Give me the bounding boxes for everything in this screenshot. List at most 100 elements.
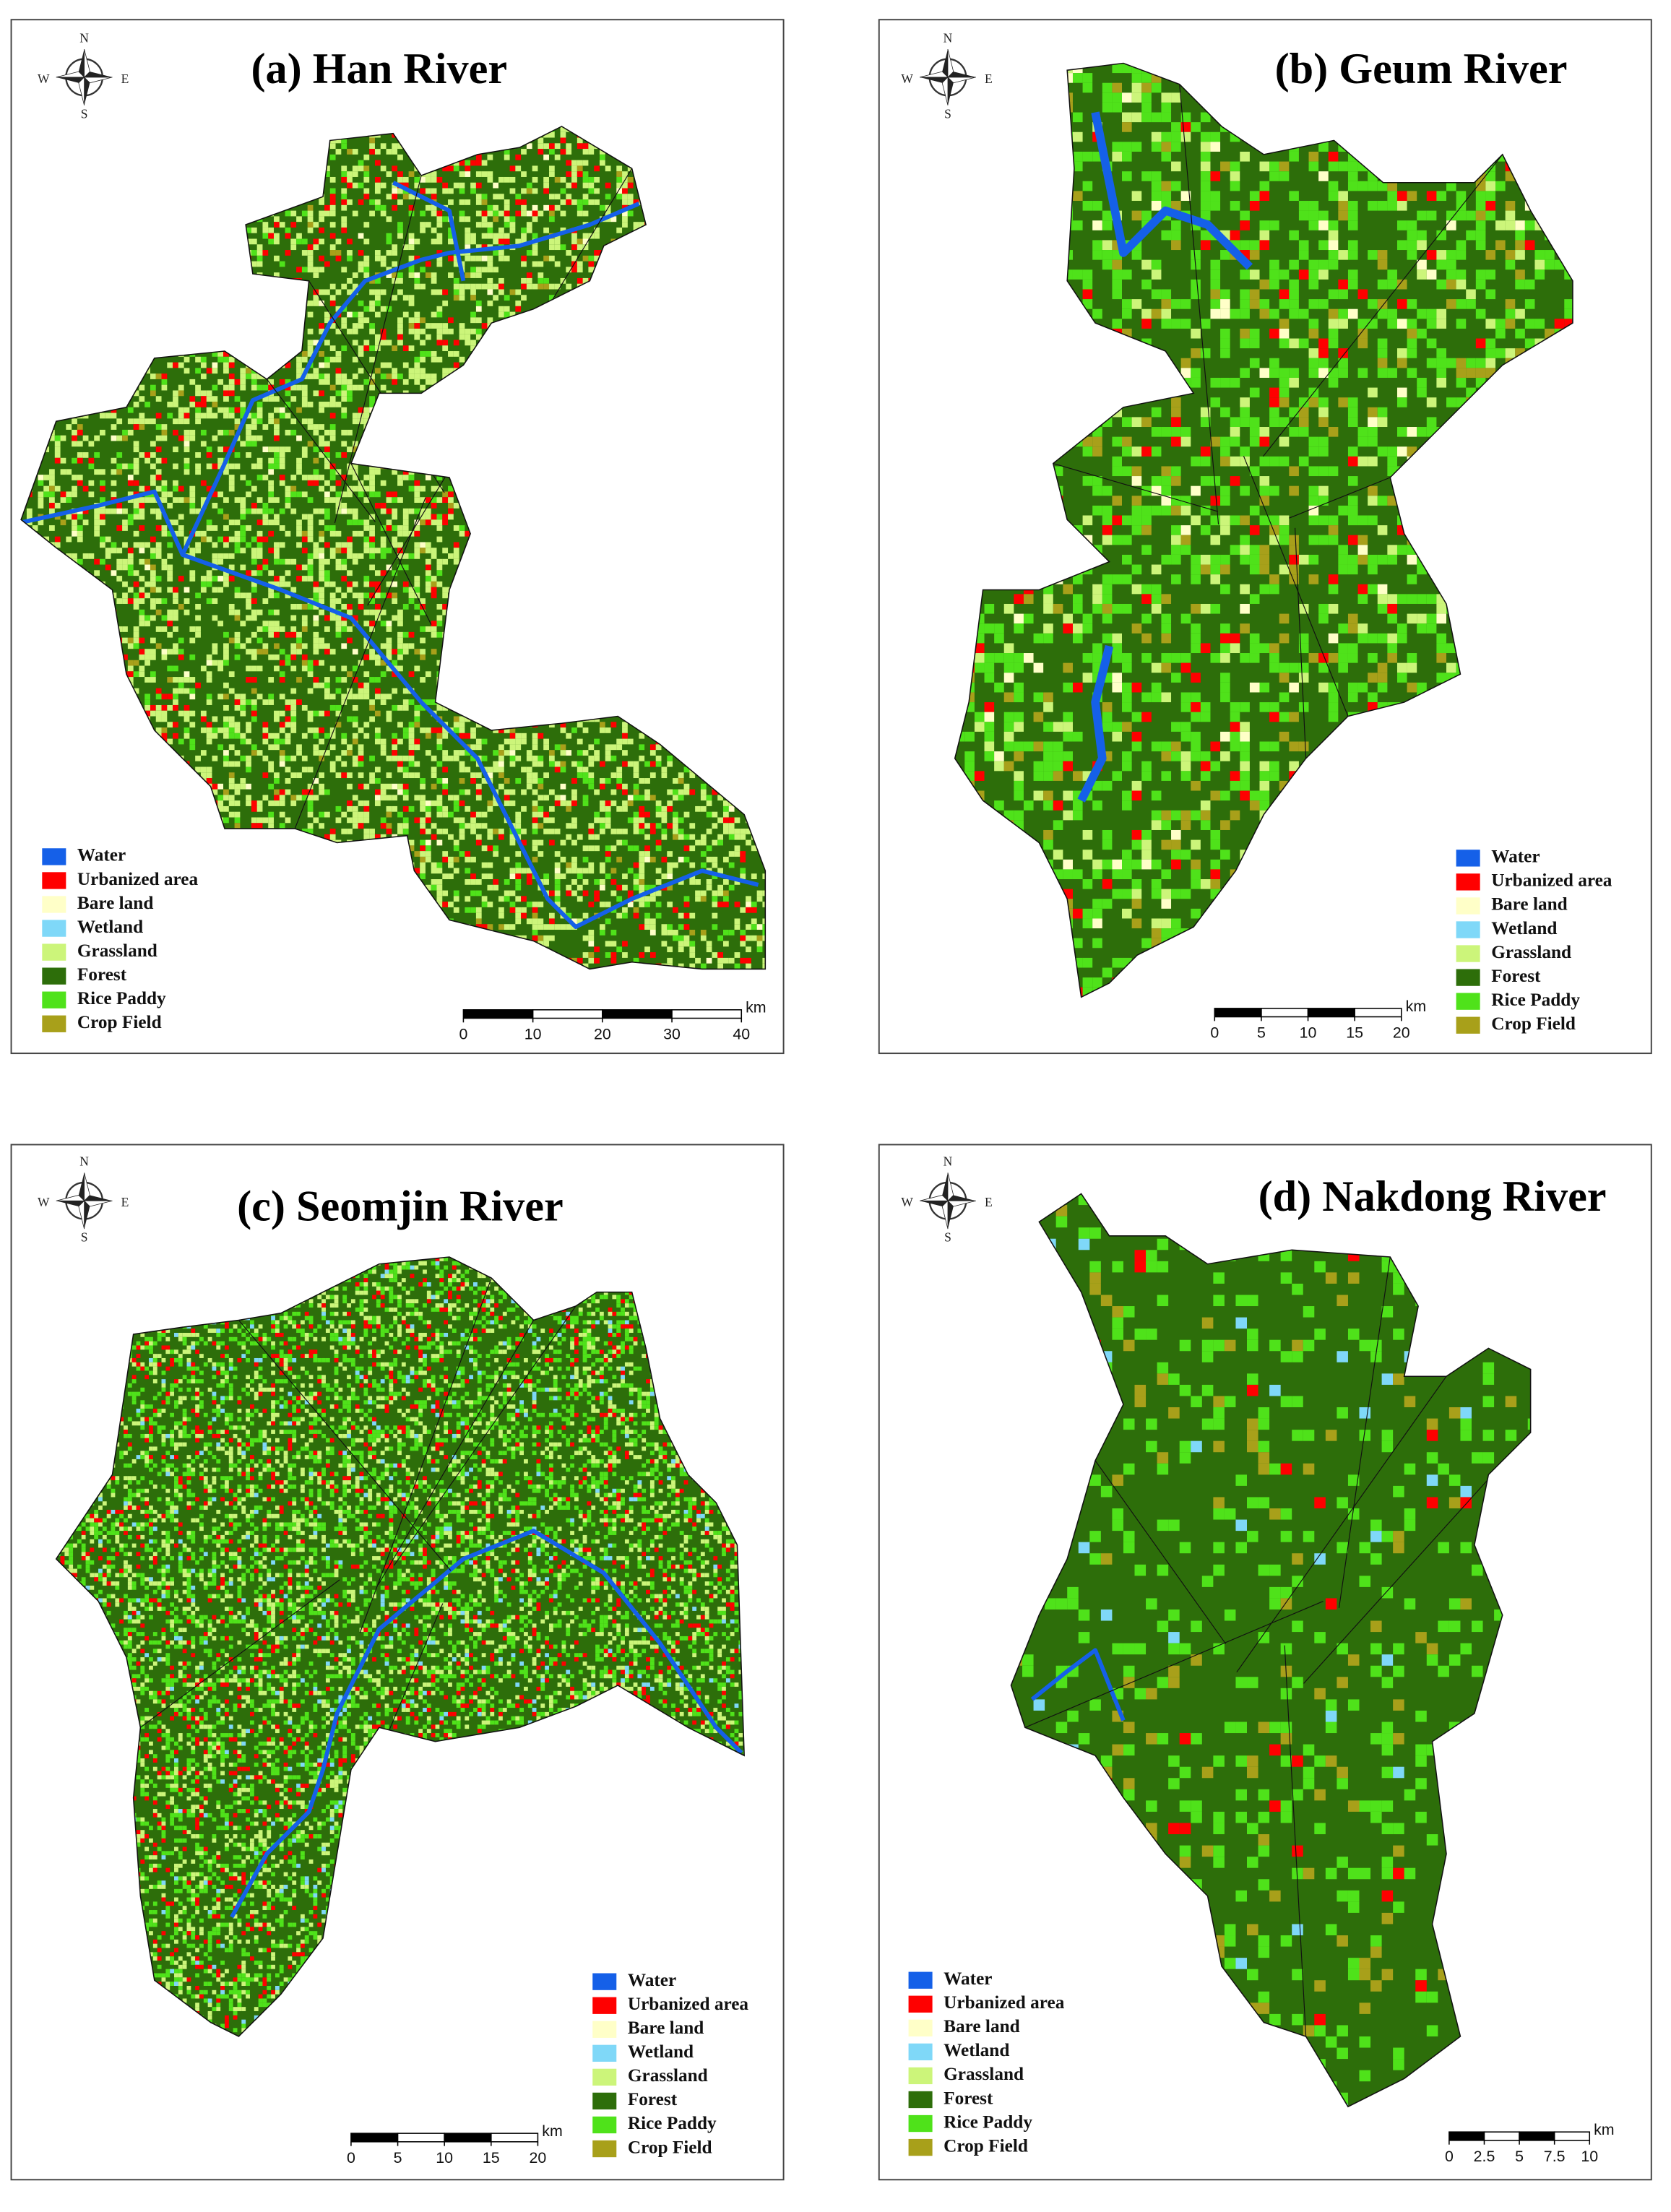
land-cell (448, 227, 454, 233)
land-cell (402, 795, 409, 801)
land-cell (420, 514, 426, 520)
land-cell (487, 255, 493, 262)
land-cell (268, 412, 275, 419)
land-cell (246, 435, 251, 441)
land-cell (307, 345, 314, 352)
land-cell (442, 289, 449, 295)
land-cell (206, 463, 212, 470)
land-cell (240, 475, 246, 480)
land-cell (296, 603, 302, 610)
land-cell (296, 373, 302, 379)
land-cell (425, 800, 431, 806)
land-cell (212, 587, 218, 593)
land-cell (133, 637, 139, 644)
land-cell (256, 244, 263, 251)
land-cell (369, 149, 375, 155)
land-cell (341, 317, 347, 324)
land-cell (155, 710, 162, 717)
land-cell (487, 884, 493, 891)
land-cell (307, 727, 314, 733)
land-cell (319, 441, 324, 447)
land-cell (324, 457, 330, 464)
land-cell (313, 817, 319, 824)
land-cell (122, 542, 128, 548)
land-cell (189, 710, 196, 717)
land-cell (324, 356, 330, 363)
land-cell (369, 356, 375, 363)
land-cell (369, 199, 375, 205)
land-cell (246, 570, 251, 576)
land-cell (195, 469, 201, 475)
land-cell (251, 412, 257, 419)
land-cell (363, 345, 370, 352)
land-cell (279, 576, 285, 582)
land-cell (380, 165, 387, 172)
land-cell (347, 671, 353, 678)
land-cell (189, 502, 196, 509)
land-cell (397, 553, 403, 559)
land-cell (408, 301, 415, 306)
land-cell (347, 609, 353, 615)
land-cell (256, 463, 263, 470)
land-cell (402, 755, 409, 761)
land-cell (436, 570, 443, 576)
land-cell (223, 722, 229, 728)
land-cell (133, 469, 139, 475)
land-cell (324, 204, 330, 211)
land-cell (329, 199, 336, 205)
land-cell (431, 576, 437, 582)
land-cell (251, 384, 257, 391)
land-cell (425, 851, 431, 857)
land-cell (374, 301, 381, 306)
land-cell (49, 502, 55, 509)
land-cell (374, 277, 381, 284)
land-cell (465, 530, 471, 537)
land-cell (251, 581, 257, 587)
land-cell (341, 407, 347, 413)
land-cell (133, 671, 139, 678)
land-cell (262, 649, 269, 654)
land-cell (431, 766, 437, 773)
land-cell (139, 671, 145, 678)
land-cell (251, 649, 257, 654)
land-cell (307, 829, 314, 834)
land-cell (436, 603, 443, 610)
land-cell (408, 272, 415, 278)
land-cell (313, 677, 319, 683)
land-cell (173, 463, 178, 470)
land-cell (279, 475, 285, 480)
land-cell (335, 497, 342, 503)
land-cell (240, 373, 246, 379)
land-cell (470, 233, 476, 239)
land-cell (189, 402, 196, 407)
land-cell (408, 772, 415, 779)
land-cell (475, 199, 482, 205)
land-cell (341, 188, 347, 194)
land-cell (234, 643, 241, 649)
land-cell (487, 176, 493, 183)
land-cell (183, 469, 190, 475)
land-cell (420, 829, 426, 834)
land-cell (290, 704, 297, 711)
land-cell (313, 660, 319, 666)
land-cell (352, 733, 358, 739)
land-cell (228, 536, 235, 543)
land-cell (347, 750, 353, 756)
land-cell (374, 570, 381, 576)
land-cell (442, 783, 449, 790)
land-cell (392, 188, 398, 194)
land-cell (206, 671, 212, 678)
land-cell (481, 738, 488, 745)
land-cell (240, 412, 246, 419)
land-cell (206, 390, 212, 397)
land-cell (431, 204, 437, 211)
land-cell (319, 558, 324, 565)
land-cell (279, 710, 285, 717)
land-cell (481, 778, 488, 784)
land-cell (200, 396, 207, 402)
land-cell (386, 491, 392, 498)
land-cell (279, 649, 285, 654)
land-cell (352, 311, 358, 318)
land-cell (307, 204, 314, 211)
land-cell (380, 553, 387, 559)
